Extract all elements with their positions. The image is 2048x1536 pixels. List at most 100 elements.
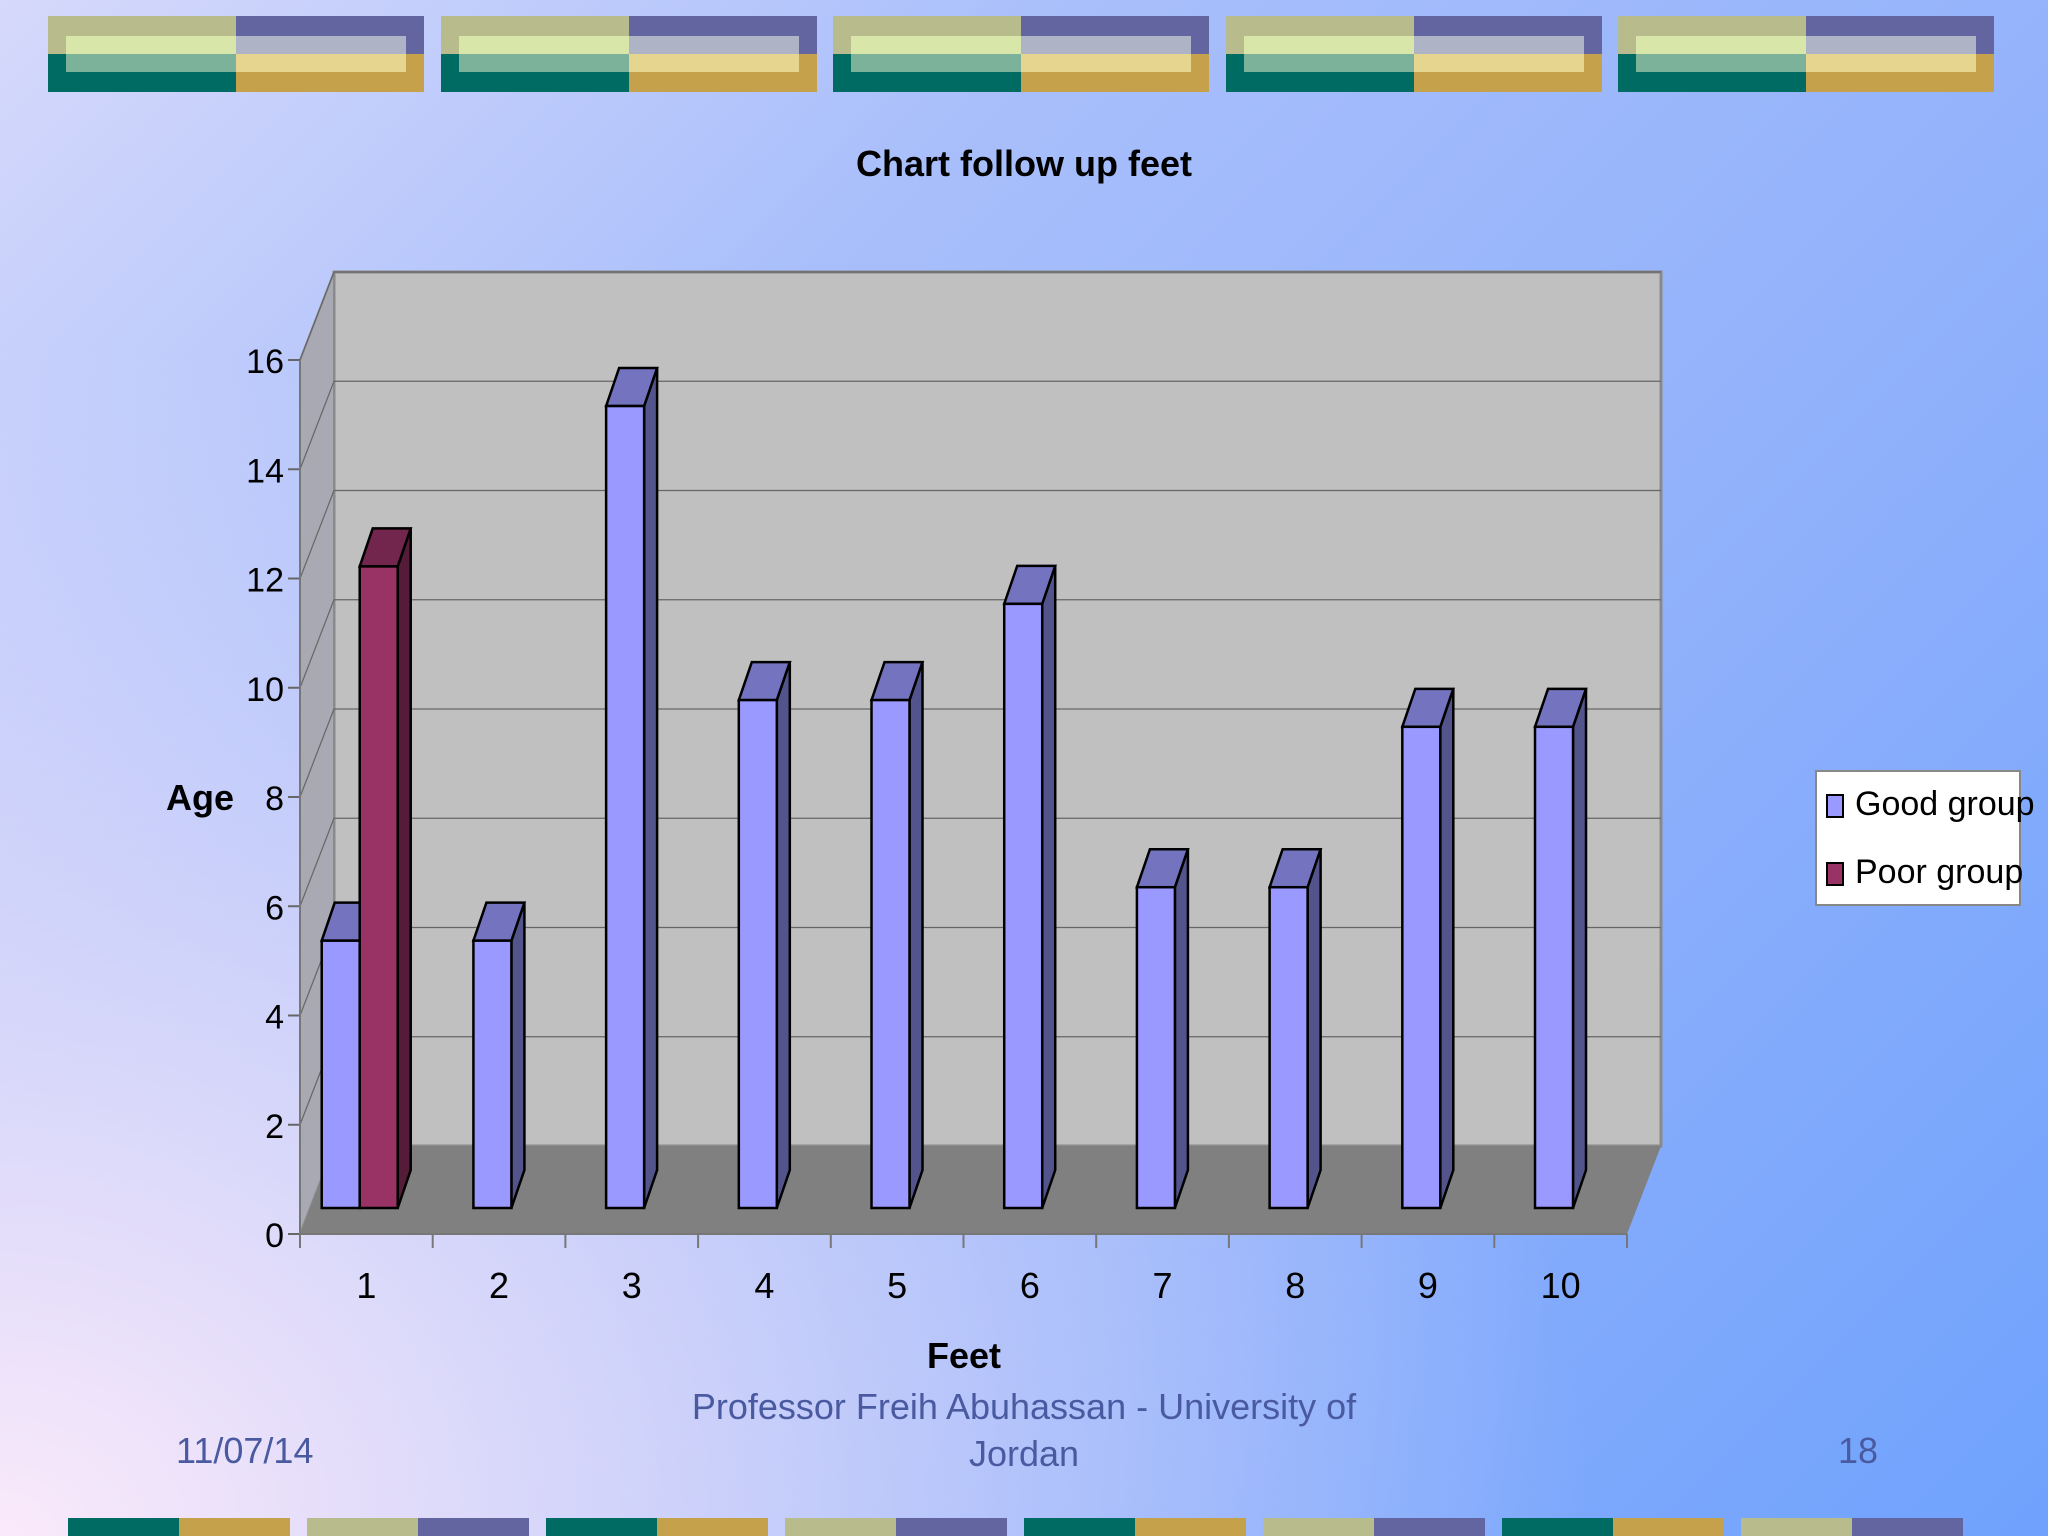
decoration-segment bbox=[546, 1518, 657, 1536]
bar bbox=[737, 660, 792, 1210]
x-tick-label: 1 bbox=[356, 1265, 376, 1306]
decoration-segment bbox=[1135, 1518, 1246, 1536]
bar-side bbox=[775, 661, 792, 1209]
gridline bbox=[299, 818, 335, 907]
bar-front bbox=[1533, 725, 1575, 1210]
x-tick-label: 7 bbox=[1153, 1265, 1173, 1306]
slide-footer: Professor Freih Abuhassan - University o… bbox=[691, 1386, 1357, 1474]
bar bbox=[1267, 847, 1323, 1210]
bar-front bbox=[1135, 885, 1177, 1210]
bar-side bbox=[396, 528, 412, 1209]
decoration-segment bbox=[1502, 1518, 1613, 1536]
bar bbox=[471, 901, 527, 1210]
x-tick-label: 2 bbox=[489, 1265, 509, 1306]
x-tick-label: 5 bbox=[887, 1265, 907, 1306]
legend-box bbox=[1815, 770, 2021, 906]
decoration-block bbox=[441, 16, 817, 92]
bar-front bbox=[870, 698, 911, 1210]
bar bbox=[357, 527, 413, 1210]
decoration-segment bbox=[66, 54, 236, 72]
decoration-block bbox=[546, 1518, 768, 1536]
decoration-segment bbox=[1263, 1518, 1374, 1536]
decoration-block bbox=[48, 16, 424, 92]
bar bbox=[1135, 847, 1190, 1210]
bars bbox=[319, 366, 1588, 1210]
y-tick-label: 12 bbox=[246, 562, 284, 600]
bar-side bbox=[908, 661, 924, 1209]
y-tick-label: 14 bbox=[246, 452, 284, 490]
y-tick-label: 4 bbox=[265, 999, 284, 1037]
y-tick-label: 6 bbox=[265, 889, 284, 927]
bar-side bbox=[1439, 688, 1455, 1209]
legend: Good group Poor group bbox=[1815, 770, 2035, 906]
legend-label: Poor group bbox=[1855, 853, 2023, 891]
decoration-segment bbox=[1741, 1518, 1852, 1536]
decoration-block bbox=[1618, 16, 1994, 92]
decoration-segment bbox=[1374, 1518, 1485, 1536]
y-tick-label: 16 bbox=[246, 343, 284, 381]
bar bbox=[1002, 564, 1057, 1210]
y-axis: 0 2 4 6 8 10 12 14 16 bbox=[246, 343, 301, 1255]
decoration-block bbox=[1024, 1518, 1246, 1536]
x-tick-label: 4 bbox=[754, 1265, 774, 1306]
bar-front bbox=[1002, 602, 1044, 1210]
bar-side bbox=[1571, 688, 1588, 1209]
gridline bbox=[299, 381, 335, 470]
legend-swatch bbox=[1826, 794, 1844, 818]
bar-front bbox=[737, 698, 779, 1210]
bar-front bbox=[472, 939, 513, 1210]
decoration-segment bbox=[418, 1518, 529, 1536]
decoration-segment bbox=[657, 1518, 768, 1536]
decoration-block bbox=[833, 16, 1209, 92]
x-axis: 1 2 3 4 5 6 7 8 9 10 bbox=[299, 1233, 1628, 1306]
decoration-segment bbox=[1852, 1518, 1963, 1536]
bar-front bbox=[1268, 885, 1309, 1210]
decoration-segment bbox=[1021, 54, 1191, 72]
x-tick-label: 3 bbox=[622, 1265, 642, 1306]
bar-front bbox=[1401, 725, 1442, 1210]
decoration-segment bbox=[1806, 54, 1976, 72]
decoration-block bbox=[1741, 1518, 1963, 1536]
decoration-segment bbox=[629, 54, 799, 72]
decoration-block bbox=[1226, 16, 1602, 92]
decoration-block bbox=[1502, 1518, 1724, 1536]
decoration-segment bbox=[1414, 54, 1584, 72]
decoration-segment bbox=[1024, 1518, 1135, 1536]
decoration-segment bbox=[459, 54, 629, 72]
bar-side bbox=[1306, 848, 1322, 1209]
y-tick-label: 2 bbox=[265, 1108, 284, 1146]
bar bbox=[1533, 687, 1588, 1210]
slide-date: 11/07/14 bbox=[176, 1430, 314, 1471]
x-tick-label: 8 bbox=[1285, 1265, 1305, 1306]
decoration-block bbox=[1263, 1518, 1485, 1536]
legend-label: Good group bbox=[1855, 785, 2035, 823]
gridline bbox=[299, 490, 335, 579]
bar-side bbox=[510, 902, 526, 1209]
x-tick-label: 10 bbox=[1541, 1265, 1581, 1306]
decoration-segment bbox=[1636, 54, 1806, 72]
decoration-segment bbox=[1613, 1518, 1724, 1536]
gridline bbox=[299, 599, 335, 688]
decoration-block bbox=[307, 1518, 529, 1536]
gridline bbox=[299, 708, 335, 798]
decoration-segment bbox=[785, 1518, 896, 1536]
decoration-segment bbox=[851, 54, 1021, 72]
bar-side bbox=[642, 367, 659, 1209]
decoration-segment bbox=[68, 1518, 179, 1536]
decoration-segment bbox=[307, 1518, 418, 1536]
bar-front bbox=[358, 565, 399, 1210]
bar-front bbox=[604, 404, 646, 1210]
y-tick-label: 0 bbox=[265, 1217, 284, 1255]
bar-side bbox=[1040, 565, 1057, 1209]
y-axis-label: Age bbox=[166, 777, 234, 818]
slide-number: 18 bbox=[1838, 1430, 1879, 1471]
bar bbox=[1400, 687, 1456, 1210]
decoration-block bbox=[785, 1518, 1007, 1536]
y-tick-label: 8 bbox=[265, 780, 284, 818]
decoration-block bbox=[68, 1518, 290, 1536]
gridline bbox=[299, 271, 335, 361]
decoration-segment bbox=[896, 1518, 1007, 1536]
x-axis-label: Feet bbox=[927, 1335, 1001, 1376]
y-tick-label: 10 bbox=[246, 671, 284, 709]
